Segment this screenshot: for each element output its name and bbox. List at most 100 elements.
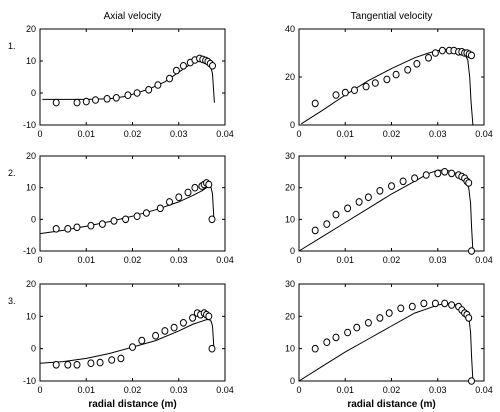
x-tick-label: 0.03 [429, 255, 447, 265]
measured-point [465, 179, 473, 187]
x-tick-label: 0 [296, 385, 301, 395]
measured-point [399, 177, 407, 186]
measured-point [408, 302, 416, 311]
measured-point [323, 338, 331, 347]
row-label: 3. [8, 296, 16, 306]
measured-point [73, 98, 81, 107]
measured-point [448, 301, 456, 309]
measured-point [364, 319, 372, 327]
measured-point [145, 86, 153, 94]
measured-point [425, 54, 432, 62]
measured-point [166, 198, 173, 206]
measured-point [311, 226, 319, 235]
measured-point [351, 86, 358, 94]
x-tick-label: 0 [37, 385, 42, 395]
measured-point [448, 169, 456, 178]
subplot-4: 0 0.01 0.02 0.03 0.04 0 10 20 30 [285, 151, 493, 265]
measured-point [311, 344, 319, 353]
y-tick-label: 10 [26, 56, 36, 66]
measured-point [73, 361, 81, 369]
measured-point [189, 314, 197, 322]
measured-point [161, 327, 169, 335]
plot-frame [298, 155, 485, 252]
subplot-2: 0 0.01 0.02 0.03 0.04 0 20 40 Tangential velocit… [285, 11, 493, 139]
measured-point [431, 299, 439, 308]
measured-point [96, 358, 104, 367]
measured-point [332, 333, 340, 342]
x-tick-label: 0.02 [124, 385, 142, 395]
x-tick-label: 0.01 [336, 385, 354, 395]
model-curve [39, 319, 215, 364]
measured-point [404, 66, 412, 74]
plot-frame [298, 28, 485, 126]
x-tick-label: 0.02 [383, 255, 401, 265]
measured-point [133, 212, 141, 220]
x-tick-label: 0.02 [383, 129, 401, 139]
measured-point [52, 361, 60, 369]
measured-point [205, 312, 213, 321]
column-title: Axial velocity [104, 11, 162, 22]
measured-point [82, 97, 90, 106]
y-tick-label: 0 [290, 246, 295, 256]
column-title: Tangential velocity [351, 11, 433, 22]
measured-point [138, 336, 146, 345]
measured-point [465, 314, 473, 322]
measured-point [191, 183, 199, 192]
x-tick-label: 0.02 [124, 255, 142, 265]
measured-point [441, 168, 449, 176]
y-tick-label: -10 [23, 120, 36, 130]
measured-point [344, 328, 352, 337]
x-tick-label: 0.01 [336, 129, 354, 139]
plot-frame [39, 155, 226, 252]
x-tick-label: 0.04 [475, 255, 493, 265]
measured-point [184, 188, 192, 197]
y-tick-label: 40 [285, 24, 295, 34]
x-tick-label: 0.03 [429, 385, 447, 395]
x-axis-label: radial distance (m) [88, 399, 176, 410]
measured-point [92, 96, 99, 104]
x-tick-label: 0.03 [170, 255, 188, 265]
row-label: 1. [8, 41, 16, 51]
measured-point [311, 99, 319, 108]
measured-point [64, 225, 72, 233]
x-tick-label: 0 [296, 255, 301, 265]
measured-point [156, 204, 164, 213]
measured-point [208, 344, 216, 353]
y-tick-label: 0 [290, 376, 295, 386]
x-tick-label: 0.03 [429, 129, 447, 139]
measured-point [355, 198, 363, 206]
measured-point [353, 323, 361, 332]
measured-point [371, 79, 379, 87]
row-label: 2. [8, 168, 16, 178]
x-tick-label: 0.04 [475, 129, 493, 139]
subplot-6: 0 0.01 0.02 0.03 0.04 0 10 20 30 radial distance … [285, 279, 493, 410]
x-tick-label: 0 [37, 129, 42, 139]
x-tick-label: 0.04 [216, 129, 234, 139]
measured-point [438, 46, 446, 55]
y-tick-label: -10 [23, 376, 36, 386]
plot-frame [39, 28, 226, 126]
measured-point [468, 51, 475, 60]
x-tick-label: 0.04 [216, 255, 234, 265]
measured-point [376, 187, 384, 195]
measured-point [117, 354, 125, 363]
measured-point [73, 223, 81, 232]
measured-point [332, 91, 340, 99]
y-tick-label: 0 [31, 88, 36, 98]
measured-point [179, 319, 187, 327]
x-tick-label: 0 [296, 129, 301, 139]
y-tick-label: 20 [285, 183, 295, 193]
y-tick-label: -10 [23, 246, 36, 256]
y-tick-label: 0 [31, 344, 36, 354]
measured-point [209, 62, 216, 70]
x-tick-label: 0.04 [475, 385, 493, 395]
measured-point [98, 220, 106, 228]
y-tick-label: 10 [26, 183, 36, 193]
measured-point [52, 225, 60, 233]
x-tick-label: 0.03 [170, 385, 188, 395]
measured-point [376, 314, 384, 322]
